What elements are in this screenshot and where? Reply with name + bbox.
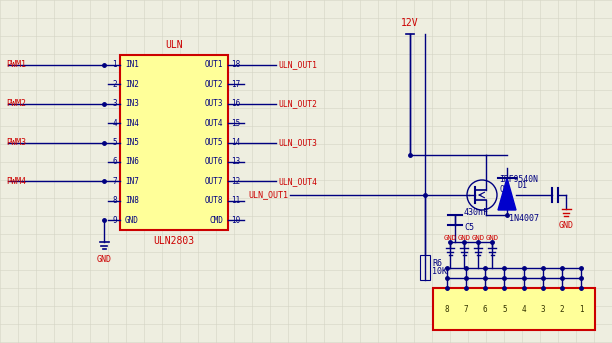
Text: GND: GND bbox=[444, 235, 457, 241]
Text: IN6: IN6 bbox=[125, 157, 139, 166]
Bar bbox=[433, 288, 595, 330]
Text: 12: 12 bbox=[231, 177, 241, 186]
Text: 1N4007: 1N4007 bbox=[509, 214, 539, 223]
Text: OUT3: OUT3 bbox=[204, 99, 223, 108]
Text: 3: 3 bbox=[113, 99, 117, 108]
Text: C5: C5 bbox=[464, 223, 474, 232]
Text: ULN_OUT4: ULN_OUT4 bbox=[278, 177, 317, 186]
Text: GND: GND bbox=[457, 235, 471, 241]
Text: 2: 2 bbox=[559, 305, 564, 314]
Text: ULN: ULN bbox=[165, 40, 183, 50]
Text: IN4: IN4 bbox=[125, 119, 139, 128]
Text: 13: 13 bbox=[231, 157, 241, 166]
Text: IN1: IN1 bbox=[125, 60, 139, 69]
Bar bbox=[420, 255, 430, 280]
Text: 18: 18 bbox=[231, 60, 241, 69]
Text: IN2: IN2 bbox=[125, 80, 139, 89]
Text: 9: 9 bbox=[113, 216, 117, 225]
Text: 1: 1 bbox=[579, 305, 583, 314]
Text: OUT5: OUT5 bbox=[204, 138, 223, 147]
Text: 8: 8 bbox=[113, 196, 117, 205]
Text: IN8: IN8 bbox=[125, 196, 139, 205]
Text: D1: D1 bbox=[518, 181, 528, 190]
Text: ULN_OUT1: ULN_OUT1 bbox=[278, 60, 317, 69]
Text: OUT7: OUT7 bbox=[204, 177, 223, 186]
Text: GND: GND bbox=[471, 235, 485, 241]
Text: 4: 4 bbox=[521, 305, 526, 314]
Text: PWM1: PWM1 bbox=[6, 60, 26, 69]
Text: GND: GND bbox=[485, 235, 499, 241]
Text: 17: 17 bbox=[231, 80, 241, 89]
Text: 6: 6 bbox=[113, 157, 117, 166]
Text: OUT2: OUT2 bbox=[204, 80, 223, 89]
Text: GND: GND bbox=[559, 221, 573, 230]
Text: IRF9540N: IRF9540N bbox=[499, 176, 538, 185]
Text: 7: 7 bbox=[464, 305, 468, 314]
Text: OUT6: OUT6 bbox=[204, 157, 223, 166]
Text: 10K: 10K bbox=[432, 267, 447, 276]
Text: 3: 3 bbox=[540, 305, 545, 314]
Text: ULN2803: ULN2803 bbox=[154, 236, 195, 246]
Text: OUT8: OUT8 bbox=[204, 196, 223, 205]
Text: 430nF: 430nF bbox=[464, 208, 489, 217]
Text: 12V: 12V bbox=[401, 18, 419, 28]
Polygon shape bbox=[498, 178, 516, 210]
Text: ULN_OUT2: ULN_OUT2 bbox=[278, 99, 317, 108]
Bar bbox=[120, 55, 228, 230]
Text: 2: 2 bbox=[113, 80, 117, 89]
Text: R6: R6 bbox=[432, 259, 442, 268]
Text: PWM2: PWM2 bbox=[6, 99, 26, 108]
Text: 4: 4 bbox=[113, 119, 117, 128]
Text: 1: 1 bbox=[113, 60, 117, 69]
Text: 16: 16 bbox=[231, 99, 241, 108]
Text: 8: 8 bbox=[445, 305, 449, 314]
Text: 11: 11 bbox=[231, 196, 241, 205]
Text: OUT1: OUT1 bbox=[204, 60, 223, 69]
Text: ULN_OUT1: ULN_OUT1 bbox=[248, 190, 288, 200]
Text: 5: 5 bbox=[113, 138, 117, 147]
Text: OUT4: OUT4 bbox=[204, 119, 223, 128]
Text: 6: 6 bbox=[483, 305, 488, 314]
Text: CMD: CMD bbox=[209, 216, 223, 225]
Text: GND: GND bbox=[125, 216, 139, 225]
Text: 14: 14 bbox=[231, 138, 241, 147]
Text: IN7: IN7 bbox=[125, 177, 139, 186]
Text: PWM4: PWM4 bbox=[6, 177, 26, 186]
Text: Q1: Q1 bbox=[499, 185, 509, 193]
Text: 10: 10 bbox=[231, 216, 241, 225]
Text: 15: 15 bbox=[231, 119, 241, 128]
Text: IN5: IN5 bbox=[125, 138, 139, 147]
Text: IN3: IN3 bbox=[125, 99, 139, 108]
Text: ULN_OUT3: ULN_OUT3 bbox=[278, 138, 317, 147]
Text: PWM3: PWM3 bbox=[6, 138, 26, 147]
Text: 7: 7 bbox=[113, 177, 117, 186]
Text: 5: 5 bbox=[502, 305, 507, 314]
Text: GND: GND bbox=[97, 255, 111, 264]
